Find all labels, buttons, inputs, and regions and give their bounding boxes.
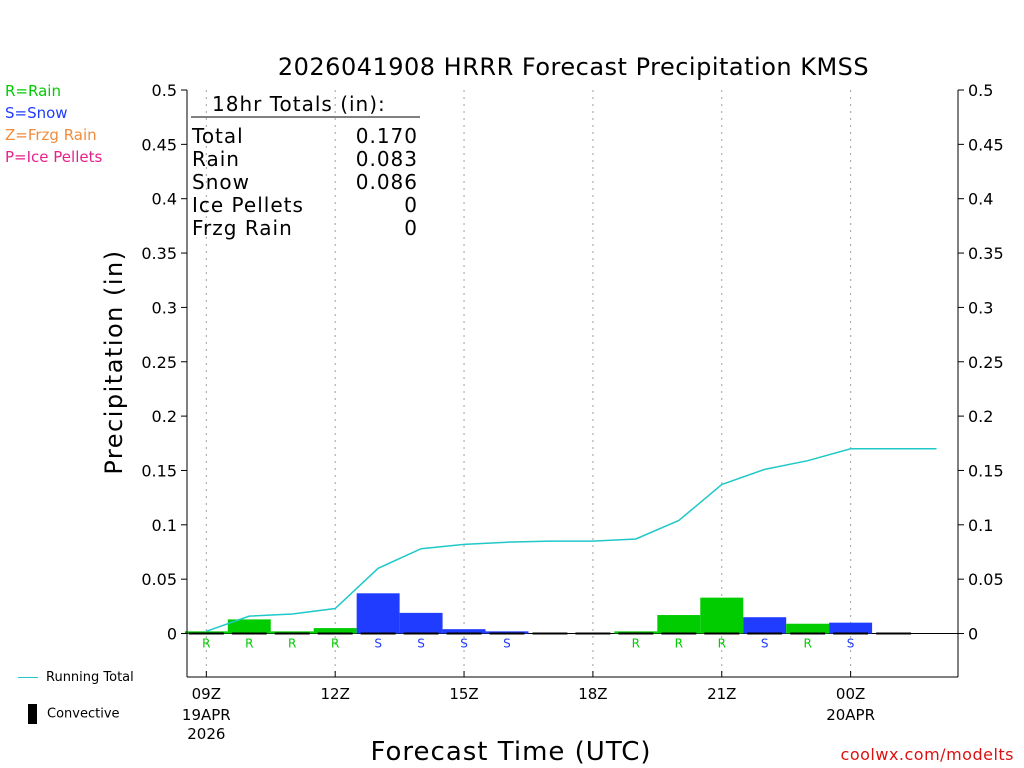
x-tick-label: 09Z: [192, 685, 221, 703]
y-tick-label-left: 0.35: [141, 244, 177, 263]
totals-row-label: Frzg Rain: [192, 216, 293, 240]
y-tick-label-left: 0.1: [152, 516, 177, 535]
y-tick-label-right: 0.45: [968, 135, 1004, 154]
precip-bar: [743, 617, 787, 634]
precip-type-label: S: [417, 637, 425, 651]
precip-bar: [786, 623, 830, 634]
precip-bar: [614, 631, 658, 634]
x-tick-label: 15Z: [449, 685, 478, 703]
precip-bar: [356, 593, 400, 634]
precip-type-label: R: [718, 637, 726, 651]
precip-bar: [270, 631, 314, 634]
totals-row-label: Total: [191, 124, 244, 148]
x-axis-label: Forecast Time (UTC): [370, 737, 651, 767]
x-tick-label: 18Z: [578, 685, 607, 703]
totals-row-value: 0.170: [356, 124, 418, 148]
running-total-swatch: [18, 677, 38, 678]
precip-type-label: R: [202, 637, 210, 651]
y-tick-label-left: 0.15: [141, 461, 177, 480]
precip-type-label: R: [675, 637, 683, 651]
y-tick-label-right: 0.2: [968, 407, 993, 426]
precip-bar: [227, 619, 271, 634]
precip-bar: [442, 629, 486, 634]
y-tick-label-left: 0: [167, 625, 177, 644]
y-tick-label-left: 0.2: [152, 407, 177, 426]
y-axis-label: Precipitation (in): [100, 249, 128, 474]
precip-bar: [184, 631, 228, 634]
y-tick-label-right: 0.05: [968, 570, 1004, 589]
y-tick-label-right: 0.15: [968, 461, 1004, 480]
precip-bar: [657, 615, 701, 634]
precip-type-label: R: [245, 637, 253, 651]
totals-row-label: Ice Pellets: [192, 193, 304, 217]
y-tick-label-left: 0.25: [141, 353, 177, 372]
precip-type-label: S: [503, 637, 511, 651]
precip-type-label: S: [847, 637, 855, 651]
x-tick-label: 00Z: [836, 685, 865, 703]
x-tick-date: 20APR: [826, 706, 875, 724]
y-tick-label-left: 0.45: [141, 135, 177, 154]
y-tick-label-left: 0.5: [152, 81, 177, 100]
totals-row-value: 0.086: [356, 170, 418, 194]
y-tick-label-right: 0.4: [968, 190, 993, 209]
precip-type-label: R: [632, 637, 640, 651]
precip-type-label: R: [288, 637, 296, 651]
legend-rain: R=Rain: [5, 82, 61, 100]
convective-swatch: [28, 704, 37, 724]
x-tick-date: 19APR: [182, 706, 231, 724]
y-tick-label-left: 0.4: [152, 190, 177, 209]
totals-row-label: Snow: [192, 170, 250, 194]
precip-type-label: S: [761, 637, 769, 651]
running-total-line: [206, 447, 937, 633]
precip-type-label: S: [374, 637, 382, 651]
precip-bar: [313, 628, 357, 634]
chart-title: 2026041908 HRRR Forecast Precipitation K…: [278, 53, 869, 81]
y-tick-label-right: 0.5: [968, 81, 993, 100]
totals-header: 18hr Totals (in):: [212, 92, 386, 116]
x-tick-label: 21Z: [707, 685, 736, 703]
precip-bar: [829, 622, 873, 634]
x-tick-year: 2026: [187, 725, 225, 743]
y-tick-label-right: 0: [968, 625, 978, 644]
legend-ice-pellets: P=Ice Pellets: [5, 148, 103, 166]
y-tick-label-left: 0.3: [152, 298, 177, 317]
precip-bar: [700, 597, 744, 634]
credit-link[interactable]: coolwx.com/modelts: [840, 745, 1014, 764]
y-tick-label-right: 0.35: [968, 244, 1004, 263]
legend-convective: Convective: [47, 706, 120, 722]
precip-bar: [399, 612, 443, 634]
precip-bar: [485, 631, 529, 634]
totals-row-value: 0.083: [356, 147, 418, 171]
totals-row-value: 0: [404, 216, 418, 240]
legend-snow: S=Snow: [5, 104, 68, 122]
x-tick-label: 12Z: [320, 685, 349, 703]
precip-type-label: S: [460, 637, 468, 651]
totals-row-value: 0: [404, 193, 418, 217]
legend-running-total: Running Total: [46, 670, 134, 685]
y-tick-label-right: 0.3: [968, 298, 993, 317]
y-tick-label-right: 0.25: [968, 353, 1004, 372]
y-tick-label-left: 0.05: [141, 570, 177, 589]
totals-row-label: Rain: [192, 147, 240, 171]
precip-type-label: R: [803, 637, 811, 651]
y-tick-label-right: 0.1: [968, 516, 993, 535]
legend-frzg-rain: Z=Frzg Rain: [5, 126, 97, 144]
precip-type-label: R: [331, 637, 339, 651]
